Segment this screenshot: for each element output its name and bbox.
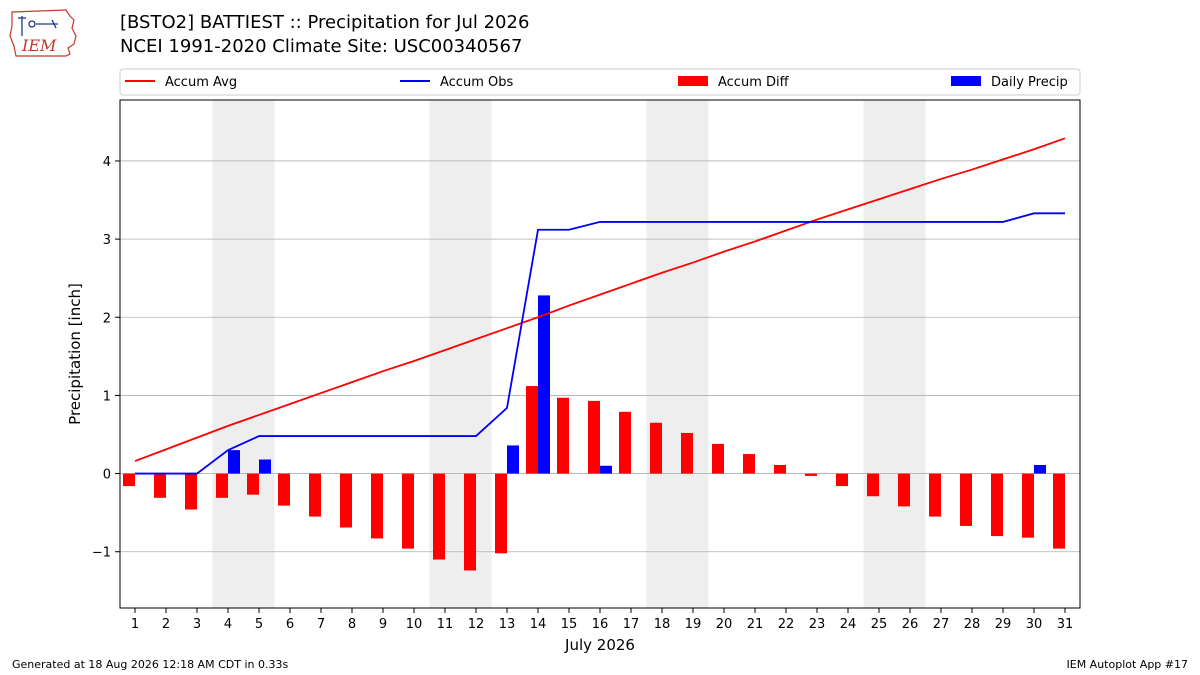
daily-precip-bar-30 bbox=[1034, 464, 1046, 474]
accum-diff-bar-13 bbox=[495, 473, 507, 554]
x-tick-label: 12 bbox=[468, 617, 485, 632]
weather-station-icon bbox=[18, 16, 58, 36]
chart-subtitle: NCEI 1991-2020 Climate Site: USC00340567 bbox=[120, 36, 523, 57]
accum-diff-bar-24 bbox=[836, 473, 848, 487]
x-tick-label: 5 bbox=[255, 617, 263, 632]
footer-generated-note: Generated at 18 Aug 2026 12:18 AM CDT in… bbox=[12, 658, 289, 671]
x-tick-label: 13 bbox=[499, 617, 516, 632]
y-tick-label: 0 bbox=[103, 468, 111, 483]
chart-title: [BSTO2] BATTIEST :: Precipitation for Ju… bbox=[120, 12, 530, 33]
accum-diff-bar-6 bbox=[278, 473, 290, 506]
weekend-shade-4 bbox=[863, 100, 926, 608]
accum-diff-bar-29 bbox=[991, 473, 1003, 537]
x-tick-label: 8 bbox=[348, 617, 356, 632]
x-tick-label: 3 bbox=[193, 617, 201, 632]
footer-app-label: IEM Autoplot App #17 bbox=[1066, 658, 1189, 671]
accum-diff-bar-22 bbox=[774, 464, 786, 474]
x-tick-label: 18 bbox=[654, 617, 671, 632]
x-tick-label: 24 bbox=[840, 617, 857, 632]
legend-swatch-accum-diff bbox=[678, 76, 708, 86]
legend-label-daily-precip: Daily Precip bbox=[991, 75, 1068, 90]
accum-diff-bar-30 bbox=[1022, 473, 1034, 538]
x-tick-label: 23 bbox=[809, 617, 826, 632]
weekend-shade-1 bbox=[212, 100, 275, 608]
x-tick-label: 31 bbox=[1057, 617, 1074, 632]
y-axis-label: Precipitation [inch] bbox=[66, 283, 84, 425]
x-axis-label: July 2026 bbox=[564, 636, 635, 654]
accum-diff-bar-19 bbox=[681, 432, 693, 474]
daily-precip-bar-4 bbox=[228, 450, 240, 474]
legend: Accum Avg Accum Obs Accum Diff Daily Precip bbox=[119, 68, 1081, 96]
accum-diff-bar-18 bbox=[650, 422, 662, 474]
x-tick-label: 30 bbox=[1026, 617, 1043, 632]
x-tick-label: 29 bbox=[995, 617, 1012, 632]
y-tick-label: −1 bbox=[92, 546, 111, 561]
x-tick-label: 11 bbox=[437, 617, 454, 632]
x-tick-label: 17 bbox=[623, 617, 640, 632]
accum-diff-bar-15 bbox=[557, 397, 569, 474]
weekend-shade-3 bbox=[646, 100, 709, 608]
x-tick-label: 10 bbox=[406, 617, 423, 632]
accum-diff-bar-1 bbox=[123, 473, 135, 487]
accum-diff-bar-20 bbox=[712, 443, 724, 474]
accum-diff-bar-7 bbox=[309, 473, 321, 517]
x-tick-label: 21 bbox=[747, 617, 764, 632]
accum-diff-bar-31 bbox=[1053, 473, 1065, 549]
x-tick-label: 20 bbox=[716, 617, 733, 632]
iowa-map-outline-icon bbox=[9, 9, 77, 57]
iem-logo: IEM bbox=[9, 9, 77, 57]
accum-avg-line bbox=[134, 137, 1066, 462]
logo-text: IEM bbox=[21, 36, 57, 55]
x-tick-label: 16 bbox=[592, 617, 609, 632]
x-tick-label: 6 bbox=[286, 617, 294, 632]
x-tick-label: 4 bbox=[224, 617, 232, 632]
x-tick-label: 25 bbox=[871, 617, 888, 632]
accum-diff-bar-21 bbox=[743, 454, 755, 474]
y-tick-label: 1 bbox=[103, 389, 111, 404]
accum-diff-bar-4 bbox=[216, 473, 228, 498]
accum-diff-bar-26 bbox=[898, 473, 910, 507]
x-tick-label: 7 bbox=[317, 617, 325, 632]
x-tick-label: 2 bbox=[162, 617, 170, 632]
accum-diff-bar-11 bbox=[433, 473, 445, 560]
x-tick-label: 9 bbox=[379, 617, 387, 632]
accum-diff-bar-28 bbox=[960, 473, 972, 526]
accum-diff-bar-14 bbox=[526, 386, 538, 474]
x-tick-label: 28 bbox=[964, 617, 981, 632]
x-tick-label: 14 bbox=[530, 617, 547, 632]
accum-diff-bar-3 bbox=[185, 473, 197, 510]
x-tick-label: 27 bbox=[933, 617, 950, 632]
daily-precip-bar-14 bbox=[538, 295, 550, 474]
legend-label-accum-obs: Accum Obs bbox=[440, 75, 513, 90]
legend-box bbox=[119, 68, 1081, 96]
x-tick-label: 19 bbox=[685, 617, 702, 632]
legend-swatch-daily-precip bbox=[951, 76, 981, 86]
accum-diff-bar-8 bbox=[340, 473, 352, 528]
accum-diff-bar-9 bbox=[371, 473, 383, 539]
y-tick-label: 4 bbox=[103, 155, 111, 170]
daily-precip-bar-16 bbox=[600, 465, 612, 474]
accum-diff-bar-2 bbox=[154, 473, 166, 498]
y-tick-label: 2 bbox=[103, 311, 111, 326]
legend-label-accum-avg: Accum Avg bbox=[165, 75, 237, 90]
accum-diff-bar-16 bbox=[588, 400, 600, 474]
accum-diff-bar-10 bbox=[402, 473, 414, 549]
legend-label-accum-diff: Accum Diff bbox=[718, 75, 790, 90]
daily-precip-bar-5 bbox=[259, 459, 271, 474]
accum-diff-bar-23 bbox=[805, 473, 817, 476]
x-tick-label: 15 bbox=[561, 617, 578, 632]
x-tick-label: 22 bbox=[778, 617, 795, 632]
accum-obs-line bbox=[135, 212, 1065, 475]
accum-diff-bar-17 bbox=[619, 411, 631, 474]
daily-precip-bar-13 bbox=[507, 445, 519, 474]
accum-diff-bar-27 bbox=[929, 473, 941, 517]
y-tick-label: 3 bbox=[103, 233, 111, 248]
accum-diff-bar-5 bbox=[247, 473, 259, 495]
accum-diff-bar-25 bbox=[867, 473, 879, 497]
x-tick-label: 26 bbox=[902, 617, 919, 632]
x-tick-label: 1 bbox=[131, 617, 139, 632]
accum-diff-bar-12 bbox=[464, 473, 476, 571]
